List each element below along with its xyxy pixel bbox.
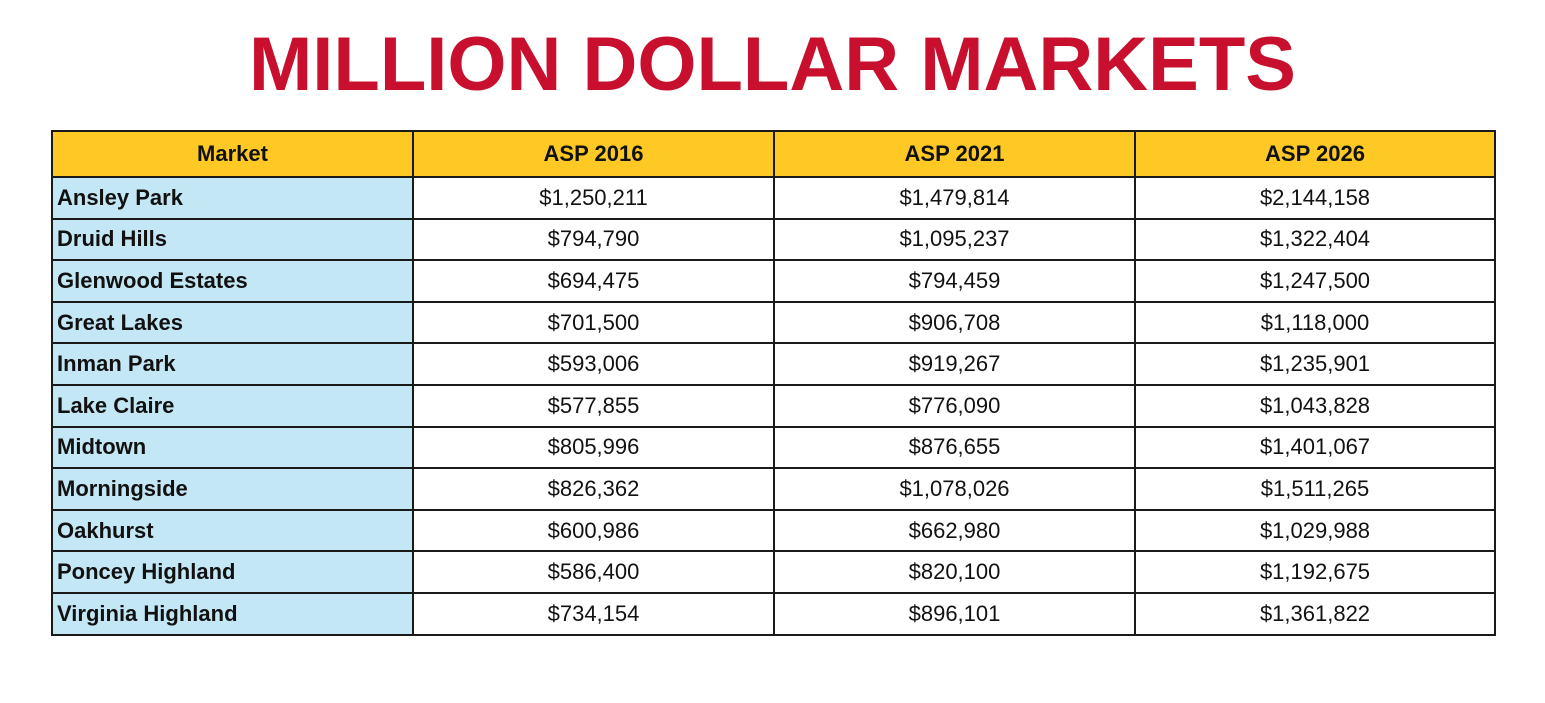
header-asp-2016: ASP 2016 xyxy=(412,130,775,178)
table-row: Poncey Highland $586,400 $820,100 $1,192… xyxy=(51,550,1496,594)
table-header-row: Market ASP 2016 ASP 2021 ASP 2026 xyxy=(51,130,1496,178)
market-name: Poncey Highland xyxy=(51,550,414,594)
header-asp-2021: ASP 2021 xyxy=(773,130,1136,178)
asp-2026-value: $1,235,901 xyxy=(1134,342,1496,386)
table-row: Glenwood Estates $694,475 $794,459 $1,24… xyxy=(51,259,1496,303)
market-name: Oakhurst xyxy=(51,508,414,553)
market-name: Ansley Park xyxy=(51,176,414,220)
markets-table: Market ASP 2016 ASP 2021 ASP 2026 Ansley… xyxy=(51,130,1496,636)
asp-2026-value: $1,361,822 xyxy=(1134,591,1496,636)
asp-2021-value: $794,459 xyxy=(773,259,1136,303)
asp-2026-value: $1,511,265 xyxy=(1134,467,1496,511)
market-name: Inman Park xyxy=(51,342,414,386)
market-name: Morningside xyxy=(51,467,414,511)
table-row: Morningside $826,362 $1,078,026 $1,511,2… xyxy=(51,467,1496,511)
asp-2016-value: $600,986 xyxy=(412,508,775,553)
asp-2016-value: $794,790 xyxy=(412,217,775,262)
asp-2016-value: $577,855 xyxy=(412,383,775,428)
asp-2016-value: $593,006 xyxy=(412,342,775,386)
table-row: Virginia Highland $734,154 $896,101 $1,3… xyxy=(51,591,1496,636)
page-title: MILLION DOLLAR MARKETS xyxy=(248,22,1296,107)
table-row: Oakhurst $600,986 $662,980 $1,029,988 xyxy=(51,508,1496,553)
asp-2016-value: $826,362 xyxy=(412,467,775,511)
asp-2026-value: $1,192,675 xyxy=(1134,550,1496,594)
table-row: Inman Park $593,006 $919,267 $1,235,901 xyxy=(51,342,1496,386)
asp-2021-value: $896,101 xyxy=(773,591,1136,636)
market-name: Great Lakes xyxy=(51,300,414,345)
asp-2026-value: $1,029,988 xyxy=(1134,508,1496,553)
asp-2016-value: $694,475 xyxy=(412,259,775,303)
asp-2021-value: $1,095,237 xyxy=(773,217,1136,262)
asp-2016-value: $586,400 xyxy=(412,550,775,594)
market-name: Lake Claire xyxy=(51,383,414,428)
asp-2026-value: $1,043,828 xyxy=(1134,383,1496,428)
asp-2021-value: $820,100 xyxy=(773,550,1136,594)
market-name: Midtown xyxy=(51,425,414,470)
asp-2016-value: $1,250,211 xyxy=(412,176,775,220)
asp-2021-value: $919,267 xyxy=(773,342,1136,386)
asp-2026-value: $1,322,404 xyxy=(1134,217,1496,262)
asp-2021-value: $906,708 xyxy=(773,300,1136,345)
asp-2026-value: $2,144,158 xyxy=(1134,176,1496,220)
asp-2026-value: $1,118,000 xyxy=(1134,300,1496,345)
market-name: Virginia Highland xyxy=(51,591,414,636)
table-row: Druid Hills $794,790 $1,095,237 $1,322,4… xyxy=(51,217,1496,262)
asp-2026-value: $1,247,500 xyxy=(1134,259,1496,303)
asp-2021-value: $1,078,026 xyxy=(773,467,1136,511)
table-row: Ansley Park $1,250,211 $1,479,814 $2,144… xyxy=(51,176,1496,220)
market-name: Druid Hills xyxy=(51,217,414,262)
asp-2016-value: $734,154 xyxy=(412,591,775,636)
asp-2021-value: $876,655 xyxy=(773,425,1136,470)
asp-2026-value: $1,401,067 xyxy=(1134,425,1496,470)
asp-2016-value: $701,500 xyxy=(412,300,775,345)
asp-2021-value: $1,479,814 xyxy=(773,176,1136,220)
table-row: Midtown $805,996 $876,655 $1,401,067 xyxy=(51,425,1496,470)
header-asp-2026: ASP 2026 xyxy=(1134,130,1496,178)
header-market: Market xyxy=(51,130,414,178)
asp-2021-value: $662,980 xyxy=(773,508,1136,553)
table-row: Great Lakes $701,500 $906,708 $1,118,000 xyxy=(51,300,1496,345)
market-name: Glenwood Estates xyxy=(51,259,414,303)
table-row: Lake Claire $577,855 $776,090 $1,043,828 xyxy=(51,383,1496,428)
asp-2021-value: $776,090 xyxy=(773,383,1136,428)
asp-2016-value: $805,996 xyxy=(412,425,775,470)
